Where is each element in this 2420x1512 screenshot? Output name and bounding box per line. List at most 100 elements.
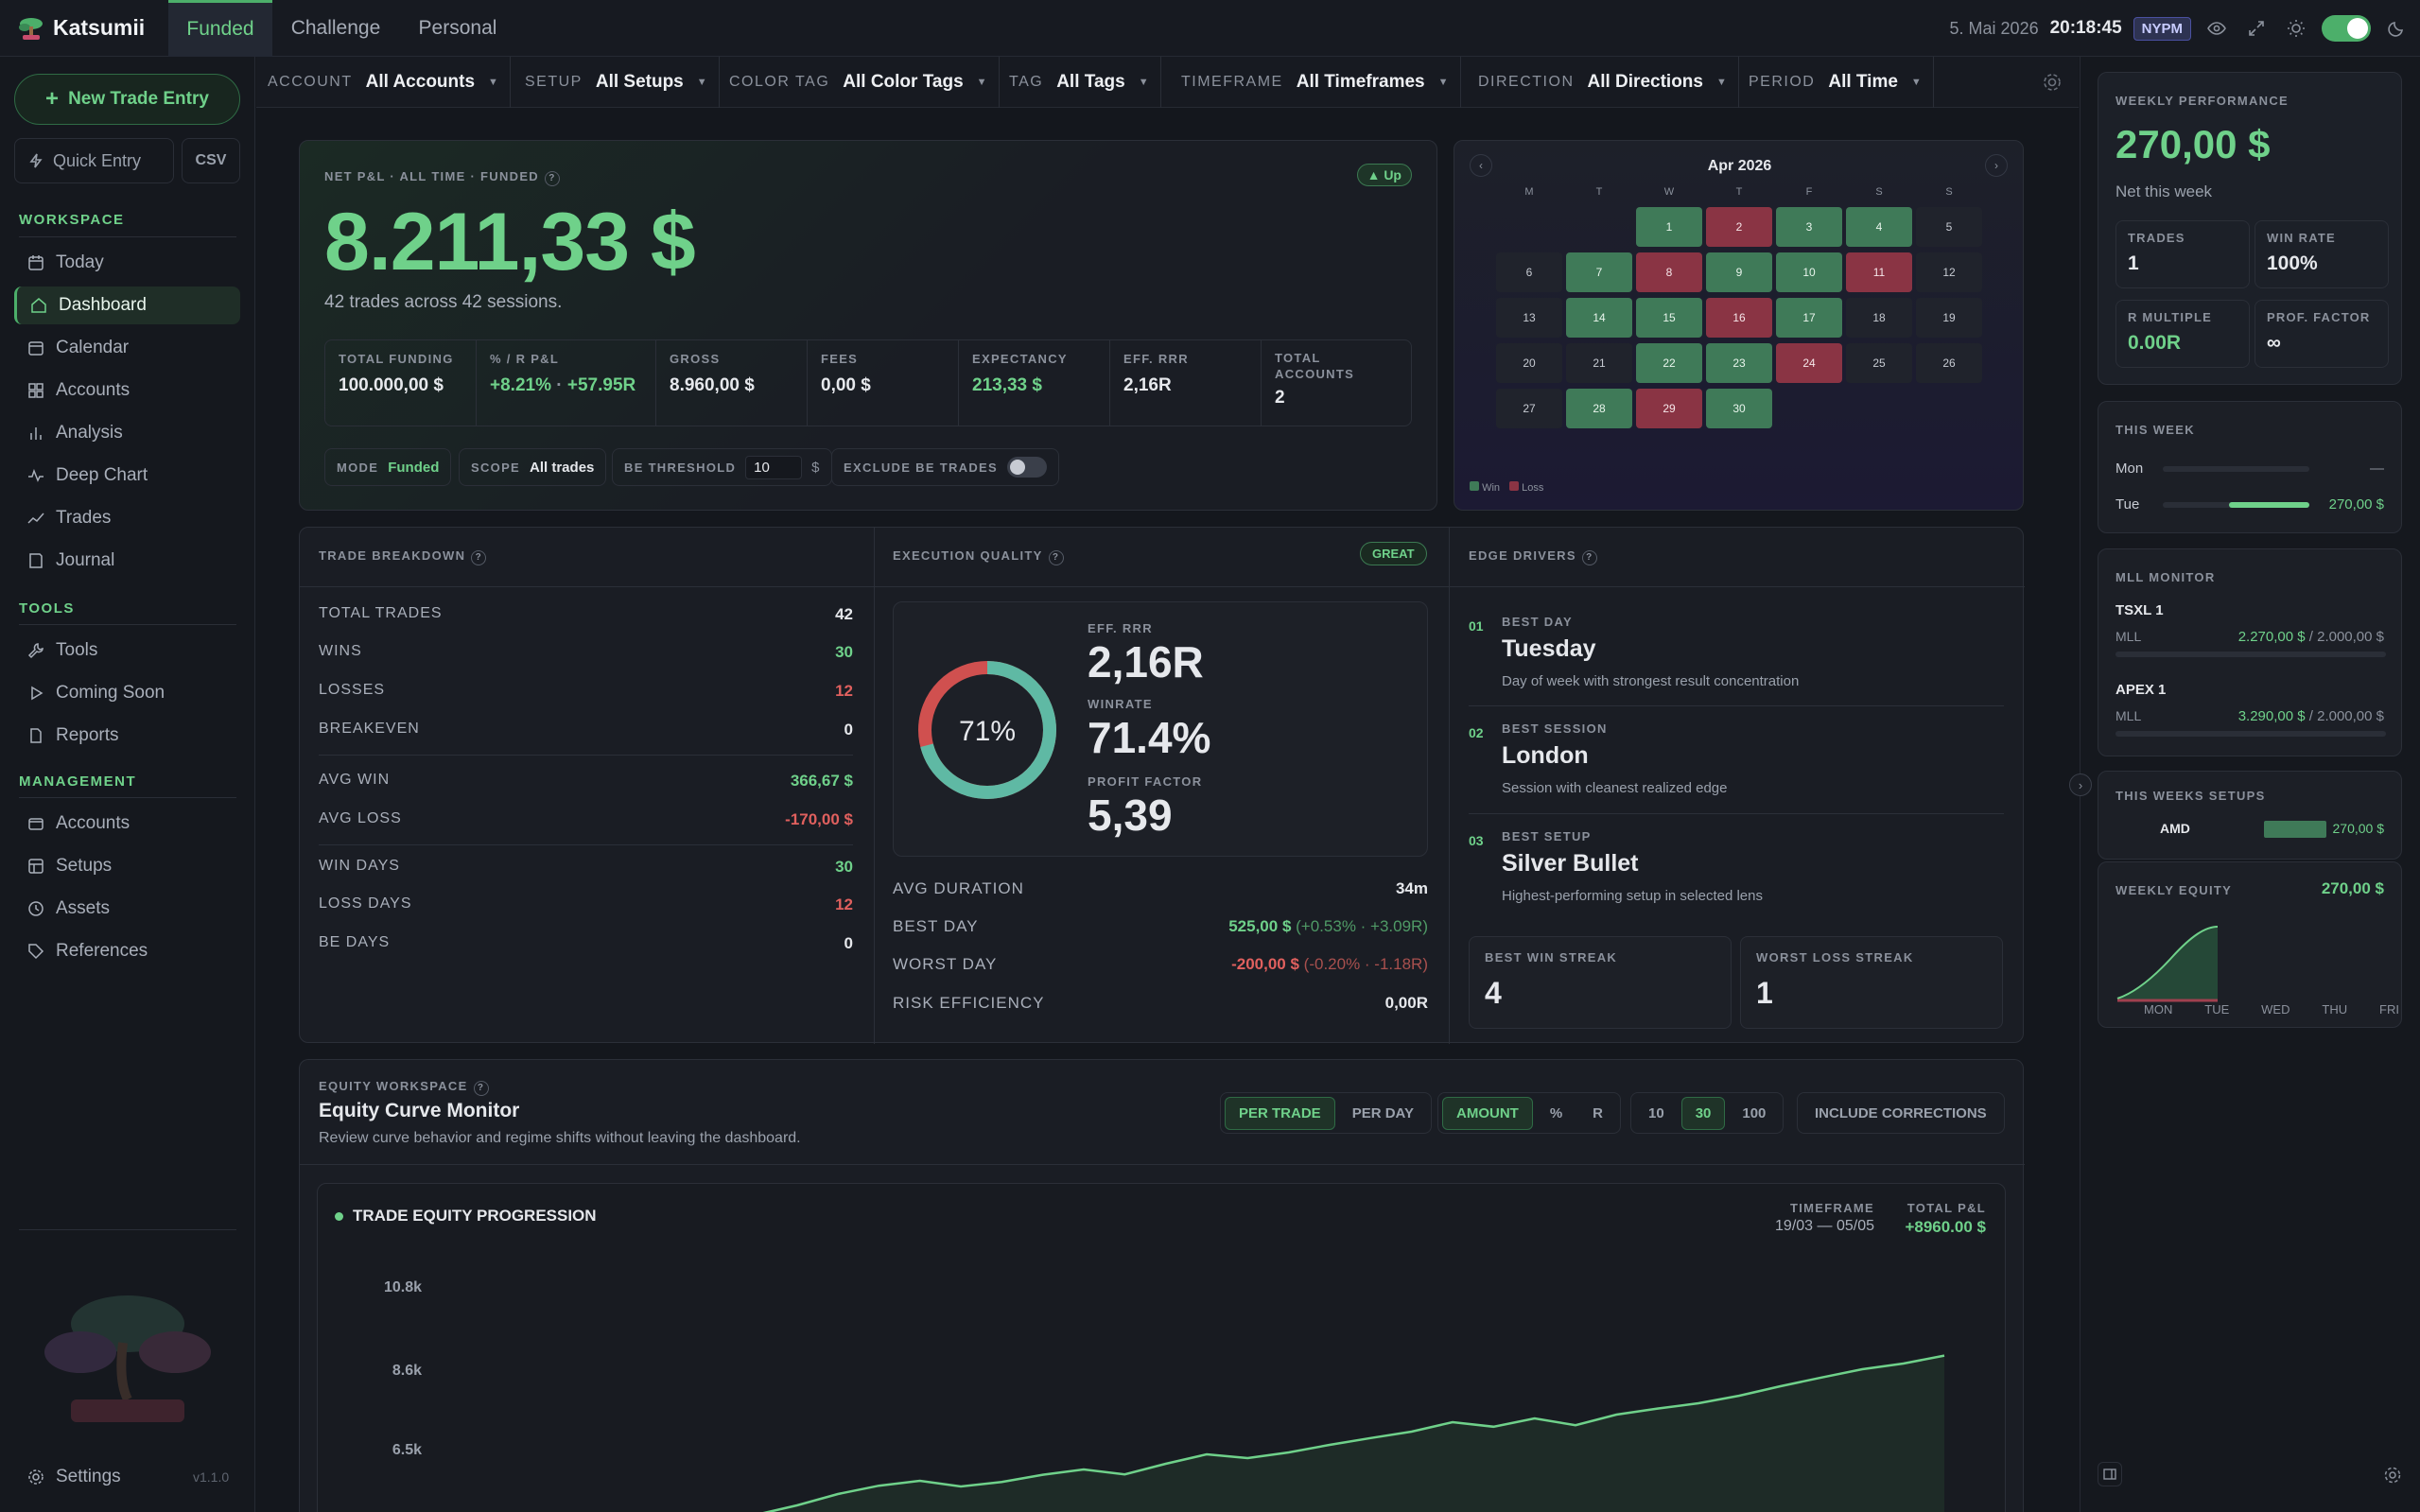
sidebar-item-analysis[interactable]: Analysis: [14, 414, 240, 452]
setup-bar: [2264, 821, 2326, 838]
calendar-day[interactable]: 23: [1706, 343, 1772, 383]
setup-value: 270,00 $: [2332, 821, 2385, 836]
calendar-day[interactable]: 28: [1566, 389, 1632, 428]
y-tick-label: 6.5k: [392, 1442, 422, 1458]
moon-icon[interactable]: [2382, 14, 2411, 43]
exclude-be-toggle-group[interactable]: EXCLUDE BE TRADES: [831, 448, 1059, 486]
prev-month-button[interactable]: ‹: [1470, 154, 1492, 177]
calendar-day[interactable]: 29: [1636, 389, 1702, 428]
exclude-be-toggle[interactable]: [1006, 457, 1047, 478]
calendar-day[interactable]: 4: [1846, 207, 1912, 247]
expand-icon[interactable]: [2242, 14, 2271, 43]
panel-toggle-icon[interactable]: [2098, 1462, 2122, 1486]
quick-entry-button[interactable]: Quick Entry: [14, 138, 174, 183]
calendar-day[interactable]: 27: [1496, 389, 1562, 428]
stat-percent-r-pnl: % / R P&L +8.21% · +57.95R: [477, 340, 656, 426]
csv-button[interactable]: CSV: [182, 138, 240, 183]
stat-fees: FEES 0,00 $: [808, 340, 959, 426]
panel-gear-icon[interactable]: [2383, 1466, 2402, 1485]
sidebar-item-accounts[interactable]: Accounts: [14, 372, 240, 409]
per-day-button[interactable]: PER DAY: [1351, 1104, 1414, 1121]
amount-button[interactable]: AMOUNT: [1442, 1096, 1533, 1130]
tab-challenge[interactable]: Challenge: [290, 17, 381, 39]
calendar-day[interactable]: 10: [1776, 252, 1842, 292]
calendar-day[interactable]: 8: [1636, 252, 1702, 292]
calendar-day[interactable]: 6: [1496, 252, 1562, 292]
weekly-winrate-cell: WIN RATE 100%: [2255, 220, 2389, 288]
filter-tag[interactable]: TAG All Tags ▼: [998, 57, 1161, 108]
per-trade-button[interactable]: PER TRADE: [1225, 1096, 1335, 1130]
sidebar: + New Trade Entry Quick Entry CSV WORKSPA…: [0, 57, 255, 1512]
mode-selector[interactable]: MODE Funded: [324, 448, 452, 486]
window-30-button[interactable]: 30: [1680, 1096, 1726, 1130]
calendar-day[interactable]: 9: [1706, 252, 1772, 292]
sidebar-item-reports[interactable]: Reports: [14, 717, 240, 755]
window-100-button[interactable]: 100: [1742, 1104, 1767, 1121]
calendar-day[interactable]: 19: [1916, 298, 1982, 338]
filter-period[interactable]: PERIOD All Time ▼: [1737, 57, 1934, 108]
theme-toggle[interactable]: [2322, 15, 2371, 42]
calendar-day[interactable]: 15: [1636, 298, 1702, 338]
next-month-button[interactable]: ›: [1985, 154, 2008, 177]
calendar-day[interactable]: 18: [1846, 298, 1912, 338]
calendar-day[interactable]: 13: [1496, 298, 1562, 338]
scope-selector[interactable]: SCOPE All trades: [459, 448, 607, 486]
filter-color-tag[interactable]: COLOR TAG All Color Tags ▼: [718, 57, 1000, 108]
calendar-day[interactable]: 16: [1706, 298, 1772, 338]
calendar-day[interactable]: 12: [1916, 252, 1982, 292]
sidebar-item-trades[interactable]: Trades: [14, 499, 240, 537]
new-trade-entry-button[interactable]: + New Trade Entry: [14, 74, 240, 125]
filter-direction[interactable]: DIRECTION All Directions ▼: [1467, 57, 1739, 108]
chevron-down-icon: ▼: [976, 77, 987, 88]
sidebar-item-references[interactable]: References: [14, 932, 240, 970]
sidebar-item-tools[interactable]: Tools: [14, 632, 240, 669]
calendar-day[interactable]: 20: [1496, 343, 1562, 383]
calendar-day[interactable]: 25: [1846, 343, 1912, 383]
breakdown-key: AVG LOSS: [319, 810, 402, 826]
breakdown-value: 366,67 $: [790, 772, 853, 790]
sun-icon[interactable]: [2282, 14, 2310, 43]
breakdown-value: 0: [844, 721, 853, 739]
sidebar-item-journal[interactable]: Journal: [14, 542, 240, 580]
tab-funded[interactable]: Funded: [168, 0, 272, 57]
tab-personal[interactable]: Personal: [418, 17, 497, 39]
calendar-day[interactable]: 21: [1566, 343, 1632, 383]
filter-timeframe[interactable]: TIMEFRAME All Timeframes ▼: [1170, 57, 1461, 108]
r-button[interactable]: R: [1593, 1104, 1604, 1121]
calendar-day[interactable]: 7: [1566, 252, 1632, 292]
include-corrections-button[interactable]: INCLUDE CORRECTIONS: [1797, 1092, 2005, 1134]
calendar-day[interactable]: 24: [1776, 343, 1842, 383]
be-threshold-input[interactable]: 10: [745, 455, 803, 479]
sidebar-item-deep-chart[interactable]: Deep Chart: [14, 457, 240, 495]
filter-settings-gear-icon[interactable]: [2042, 72, 2063, 93]
window-10-button[interactable]: 10: [1648, 1104, 1664, 1121]
calendar-day[interactable]: 26: [1916, 343, 1982, 383]
sidebar-item-manage-accounts[interactable]: Accounts: [14, 805, 240, 843]
settings-button[interactable]: Settings: [14, 1458, 240, 1496]
calendar-day[interactable]: 30: [1706, 389, 1772, 428]
calendar-day[interactable]: 3: [1776, 207, 1842, 247]
chart-title: TRADE EQUITY PROGRESSION: [335, 1207, 597, 1225]
collapse-right-panel-button[interactable]: ›: [2069, 773, 2092, 796]
filter-account[interactable]: ACCOUNT All Accounts ▼: [256, 57, 511, 108]
percent-button[interactable]: %: [1549, 1104, 1563, 1121]
sidebar-item-setups[interactable]: Setups: [14, 847, 240, 885]
session-badge[interactable]: NYPM: [2133, 16, 2191, 41]
calendar-day[interactable]: 17: [1776, 298, 1842, 338]
be-threshold-field[interactable]: BE THRESHOLD 10 $: [612, 448, 832, 486]
calendar-day[interactable]: 2: [1706, 207, 1772, 247]
sidebar-item-coming-soon[interactable]: Coming Soon: [14, 674, 240, 712]
sidebar-item-dashboard[interactable]: Dashboard: [14, 287, 240, 324]
filter-setup[interactable]: SETUP All Setups ▼: [514, 57, 720, 108]
sidebar-item-assets[interactable]: Assets: [14, 890, 240, 928]
net-pnl-card: NET P&L · ALL TIME · FUNDED? ▲ Up 8.211,…: [299, 140, 1437, 511]
eye-icon[interactable]: [2202, 14, 2231, 43]
calendar-day[interactable]: 1: [1636, 207, 1702, 247]
calendar-day[interactable]: 14: [1566, 298, 1632, 338]
mon-bar: [2163, 466, 2309, 472]
calendar-day[interactable]: 11: [1846, 252, 1912, 292]
calendar-day[interactable]: 5: [1916, 207, 1982, 247]
sidebar-item-today[interactable]: Today: [14, 244, 240, 282]
calendar-day[interactable]: 22: [1636, 343, 1702, 383]
sidebar-item-calendar[interactable]: Calendar: [14, 329, 240, 367]
